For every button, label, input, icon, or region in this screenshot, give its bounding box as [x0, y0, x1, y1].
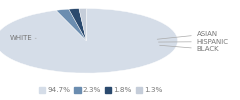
Wedge shape	[0, 8, 178, 73]
Text: HISPANIC: HISPANIC	[158, 39, 229, 45]
Text: WHITE: WHITE	[10, 35, 36, 41]
Wedge shape	[79, 8, 86, 41]
Wedge shape	[69, 9, 86, 41]
Legend: 94.7%, 2.3%, 1.8%, 1.3%: 94.7%, 2.3%, 1.8%, 1.3%	[36, 84, 166, 96]
Wedge shape	[56, 9, 86, 41]
Text: BLACK: BLACK	[160, 45, 219, 52]
Text: ASIAN: ASIAN	[157, 31, 218, 39]
